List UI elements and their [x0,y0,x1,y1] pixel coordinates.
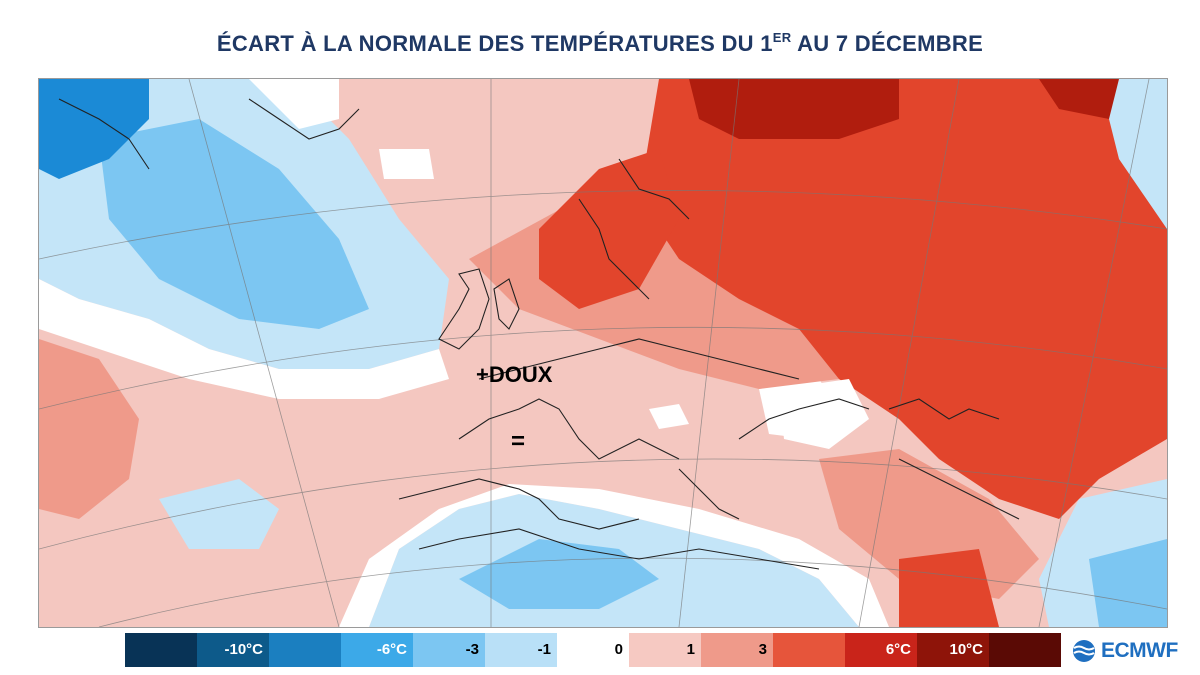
zone-cool-south-atlantic [159,479,279,549]
zone-neutral-atlantic-edge [39,279,449,399]
annotation-doux: +DOUX [476,362,553,387]
zone-cold-africa [459,539,659,609]
color-scale-label: 0 [614,641,623,658]
ecmwf-logo: ECMWF [1070,637,1178,665]
coastlines [58,98,1020,570]
color-scale-bar: -10°C -6°C -3 -1 0 1 3 6°C 10°C [125,633,1061,667]
zone-very-hot-barents [689,79,899,139]
graticule [39,79,1167,627]
color-scale-segment [269,633,341,667]
temperature-anomaly-map [38,78,1168,628]
map-title: ÉCART À LA NORMALE DES TEMPÉRATURES DU 1… [0,30,1200,57]
color-scale-label: 3 [758,641,767,658]
zone-neutral-north-africa [339,484,889,627]
zone-neutral-iceland [379,149,434,179]
color-scale-segment [989,633,1061,667]
color-scale-label: -3 [465,641,479,658]
ecmwf-logo-text: ECMWF [1101,639,1178,662]
zone-neutral-alps [649,404,689,429]
color-scale-label: -10°C [224,641,263,658]
zone-warm-middle-east [819,449,1039,599]
color-scale-segment: 10°C [917,633,989,667]
color-scale-segment: 6°C [845,633,917,667]
color-scale-label: 10°C [949,641,983,658]
zone-hot-russia [639,79,1167,519]
color-scale-label: 6°C [885,641,911,658]
zone-hot-scandinavia [539,149,679,309]
color-scale-segment: 3 [701,633,773,667]
ecmwf-logo-icon [1073,640,1095,662]
annotation-equal: = [511,428,526,455]
color-scale-segment: -1 [485,633,557,667]
color-scale-label: 1 [686,641,695,658]
color-scale-segment: -3 [413,633,485,667]
zone-very-hot-urals [1039,79,1119,119]
zone-very-cold-greenland [39,79,149,179]
color-scale-segment [773,633,845,667]
color-scale-segment: 0 [557,633,629,667]
zone-hot-arabia [899,549,999,627]
title-main: ÉCART À LA NORMALE DES TEMPÉRATURES DU 1 [216,31,773,56]
color-scale-segment [125,633,197,667]
title-end: AU 7 DÉCEMBRE [791,31,984,56]
zone-neutral-turkey [779,379,869,449]
color-scale-segment: -6°C [341,633,413,667]
zone-cool-northeast [1099,79,1167,229]
title-superscript: ER [772,30,792,45]
color-scale-label: -6°C [376,641,407,658]
zone-warm-southwest [39,339,139,519]
color-scale-segment: 1 [629,633,701,667]
color-scale-label: -1 [537,641,551,658]
map-canvas [39,79,1167,627]
color-scale-segment: -10°C [197,633,269,667]
zone-neutral-greenland [249,79,339,129]
